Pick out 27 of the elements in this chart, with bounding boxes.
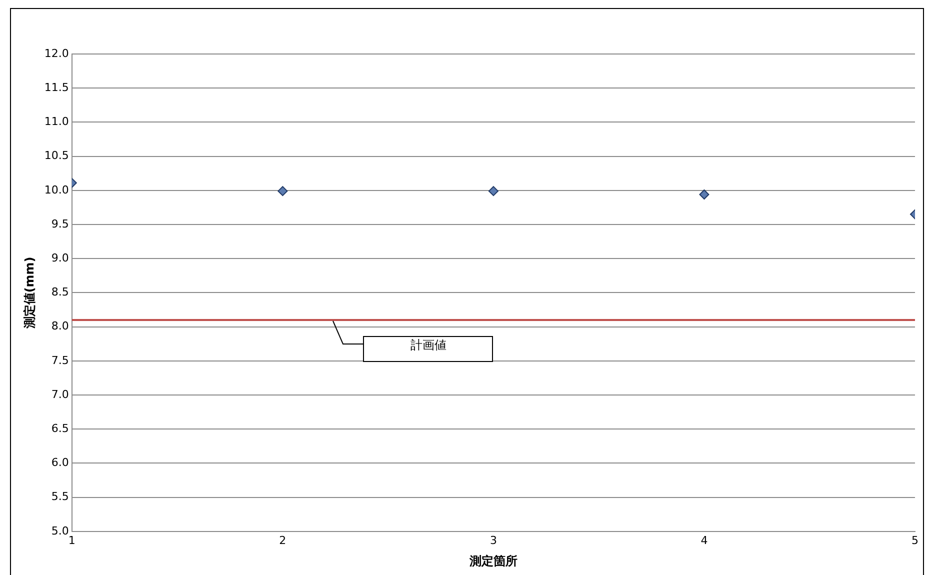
y-tick-label: 9.5	[51, 217, 69, 230]
y-tick-label: 10.0	[44, 183, 69, 196]
y-tick-label: 12.0	[44, 46, 69, 60]
point	[699, 189, 710, 200]
y-axis-title: 測定値(mm)	[22, 256, 36, 330]
y-tick-label: 6.5	[51, 422, 69, 435]
point	[488, 186, 498, 196]
x-tick-label: 3	[490, 534, 497, 547]
x-axis-title: 測定箇所	[468, 554, 518, 568]
x-tick-label: 2	[279, 534, 286, 547]
y-tick-label: 8.5	[51, 286, 69, 299]
x-tick-label: 4	[700, 534, 708, 547]
x-tick-label: 1	[68, 534, 76, 547]
y-tick-label: 5.0	[51, 524, 69, 538]
point	[278, 186, 288, 196]
y-tick-label: 7.5	[51, 354, 69, 367]
y-tick-label: 11.5	[44, 80, 69, 94]
y-tick-label: 10.5	[44, 149, 69, 162]
y-tick-label: 6.0	[51, 456, 69, 470]
y-tick-label: 11.0	[44, 115, 69, 128]
y-tick-label: 8.0	[51, 320, 69, 333]
y-tick-label: 5.5	[51, 490, 69, 504]
callout-box: 計画値	[363, 336, 494, 362]
x-tick-label: 5	[912, 534, 918, 547]
y-tick-label: 7.0	[51, 388, 69, 401]
ref-line-label: 計画値	[410, 338, 446, 352]
y-tick-label: 9.0	[51, 251, 69, 264]
